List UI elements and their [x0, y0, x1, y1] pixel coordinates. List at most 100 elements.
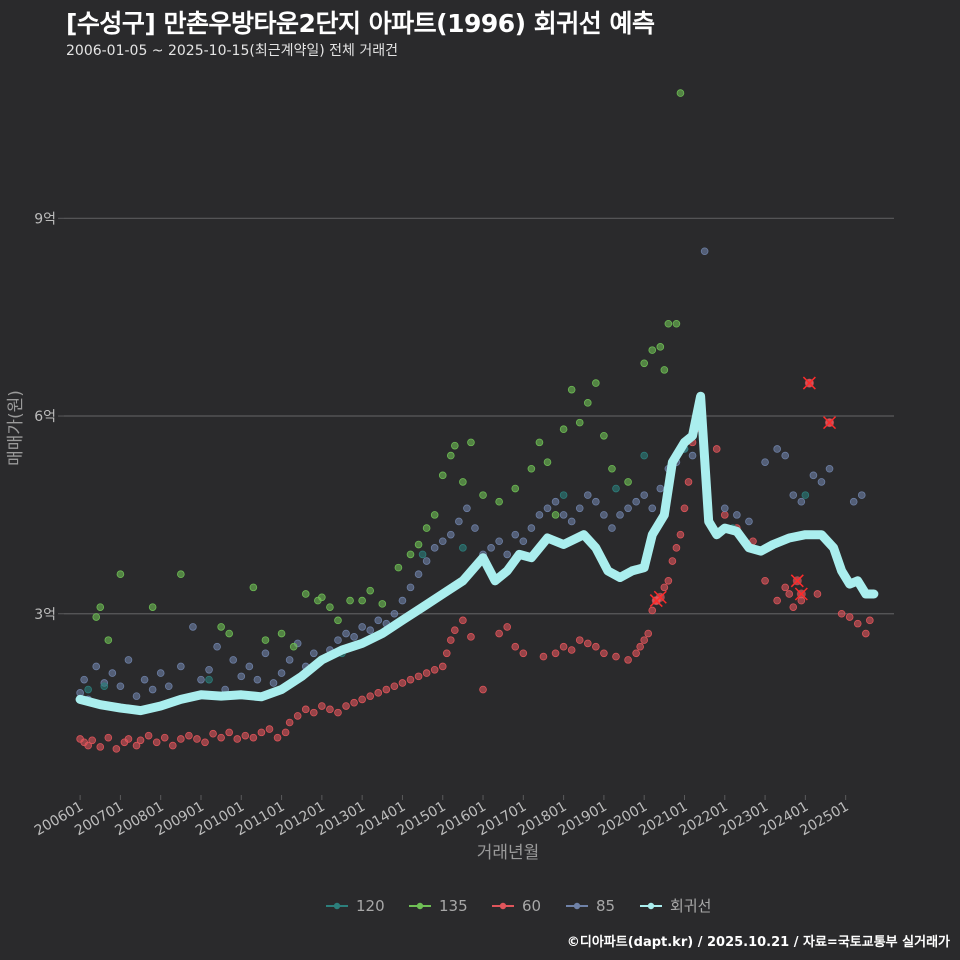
point-60 [201, 738, 209, 747]
point-120 [205, 675, 213, 684]
scatter-points [76, 89, 874, 753]
point-85 [648, 504, 657, 513]
point-60 [789, 603, 798, 611]
point-135 [116, 570, 125, 579]
point-85 [688, 451, 697, 460]
point-85 [608, 524, 616, 532]
point-120 [84, 685, 92, 694]
point-85 [495, 537, 503, 546]
point-85 [406, 583, 415, 592]
point-60 [217, 733, 225, 742]
point-85 [527, 524, 536, 532]
point-60 [624, 656, 632, 664]
legend-item-회귀선: 회귀선 [640, 897, 711, 915]
point-60 [479, 685, 487, 694]
point-120 [801, 491, 810, 499]
point-85 [229, 656, 238, 664]
point-135 [660, 366, 669, 374]
point-135 [467, 438, 475, 447]
point-85 [310, 649, 318, 658]
point-85 [857, 491, 866, 499]
point-60 [350, 698, 358, 707]
point-85 [761, 458, 769, 466]
point-135 [551, 511, 560, 519]
point-85 [422, 557, 431, 565]
point-135 [575, 418, 584, 427]
point-85 [543, 504, 552, 513]
point-85 [358, 623, 366, 631]
point-135 [527, 464, 536, 473]
point-135 [289, 642, 298, 651]
legend-item-60: 60 [492, 897, 541, 915]
point-60 [612, 652, 620, 661]
point-60 [503, 623, 512, 631]
point-135 [301, 590, 310, 598]
point-120 [100, 682, 109, 691]
point-135 [406, 550, 415, 559]
point-60 [132, 741, 141, 750]
point-60 [853, 619, 862, 628]
point-60 [422, 669, 431, 677]
chart-title: [수성구] 만촌우방타운2단지 아파트(1996) 회귀선 예측 [66, 9, 655, 38]
gridlines [64, 217, 894, 615]
point-60 [374, 689, 383, 697]
point-85 [471, 524, 479, 532]
point-60 [438, 662, 447, 671]
point-60 [398, 679, 407, 687]
point-85 [656, 484, 665, 493]
point-120 [418, 550, 427, 559]
point-60 [84, 741, 92, 750]
point-85 [745, 517, 753, 526]
y-axis-title: 매매가(원) [6, 390, 26, 466]
point-60 [813, 590, 822, 598]
point-60 [837, 609, 846, 618]
y-tick-label: 6억 [34, 409, 56, 425]
point-135 [148, 603, 157, 611]
point-135 [104, 636, 113, 644]
point-135 [640, 359, 648, 368]
point-60 [511, 642, 520, 651]
point-85 [720, 504, 729, 513]
point-135 [378, 600, 387, 608]
point-120 [640, 451, 648, 460]
point-85 [455, 517, 463, 526]
point-135 [92, 613, 101, 621]
point-85 [849, 497, 858, 506]
highlight-marker [802, 376, 816, 390]
point-135 [318, 593, 326, 602]
point-135 [446, 451, 455, 460]
point-85 [342, 629, 350, 638]
point-60 [241, 731, 250, 740]
point-135 [96, 603, 105, 611]
legend-item-120: 120 [326, 897, 385, 915]
point-85 [789, 491, 798, 499]
point-135 [624, 478, 632, 486]
legend-swatch-dot [416, 902, 424, 910]
point-60 [136, 736, 145, 745]
point-135 [495, 497, 503, 506]
point-60 [249, 733, 258, 742]
point-60 [567, 646, 576, 654]
point-60 [225, 728, 233, 737]
point-60 [773, 596, 781, 605]
point-85 [164, 682, 173, 691]
point-85 [438, 537, 447, 546]
point-135 [600, 431, 608, 440]
point-60 [559, 642, 568, 651]
legend-swatch-dot [573, 902, 581, 910]
point-60 [648, 606, 657, 615]
point-60 [430, 665, 439, 674]
point-135 [438, 471, 447, 480]
point-85 [733, 511, 741, 519]
legend: 120 135 60 85 회귀선 [326, 897, 711, 915]
point-85 [624, 504, 632, 513]
point-85 [197, 675, 205, 684]
point-85 [551, 497, 560, 506]
point-85 [148, 685, 157, 694]
point-85 [189, 623, 197, 631]
point-85 [700, 247, 709, 256]
legend-label: 회귀선 [670, 897, 711, 915]
point-60 [293, 712, 302, 720]
point-135 [334, 616, 342, 625]
point-135 [535, 438, 544, 447]
